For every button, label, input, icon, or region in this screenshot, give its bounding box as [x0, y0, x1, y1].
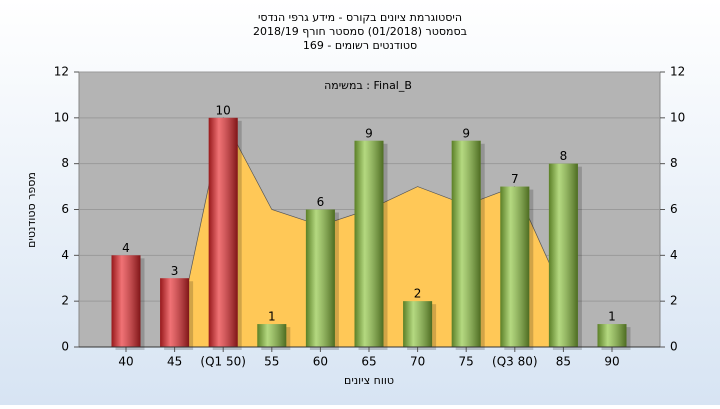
- x-tick-label: (Q3 80): [492, 355, 538, 369]
- y-tick-label: 2: [61, 294, 69, 308]
- value-label: 6: [317, 195, 325, 209]
- y2-tick-label: 10: [670, 110, 685, 124]
- bar-shine: [257, 324, 287, 347]
- y-tick-label: 8: [61, 156, 69, 170]
- y-tick-label: 6: [61, 202, 69, 216]
- y-tick-label: 10: [54, 110, 69, 124]
- x-tick-label: 60: [313, 355, 328, 369]
- value-label: 2: [414, 287, 422, 301]
- value-label: 1: [268, 310, 276, 324]
- value-label: 9: [365, 126, 373, 140]
- y2-tick-label: 12: [670, 65, 685, 79]
- x-tick-label: 65: [361, 355, 376, 369]
- bar-shine: [354, 140, 384, 347]
- y-tick-label: 12: [54, 65, 69, 79]
- chart-title: היסטוגרמת ציונים בקורס - מידע גרפי הנדסי: [258, 11, 462, 24]
- y-tick-label: 4: [61, 248, 69, 262]
- x-tick-label: 40: [118, 355, 133, 369]
- annotation: במשימה : Final_B: [324, 79, 412, 92]
- value-label: 3: [171, 264, 179, 278]
- bar-shine: [208, 117, 238, 347]
- bar-shine: [548, 163, 578, 347]
- y2-tick-label: 2: [670, 294, 678, 308]
- chart-subtitle: בסמסטר (01/2018) סמסטר חורף 2018/19: [253, 25, 467, 38]
- x-tick-label: (Q1 50): [200, 355, 246, 369]
- x-tick-label: 85: [556, 355, 571, 369]
- value-label: 7: [511, 172, 519, 186]
- y2-tick-label: 0: [670, 340, 678, 354]
- bar-shine: [111, 255, 141, 347]
- bar-shine: [403, 301, 433, 347]
- y-tick-label: 0: [61, 340, 69, 354]
- bar-shine: [500, 186, 530, 347]
- value-label: 1: [608, 310, 616, 324]
- y-axis-label: מספר סטודנטים: [25, 172, 38, 248]
- x-tick-label: 90: [604, 355, 619, 369]
- chart-subtitle: סטודנטים רשומים - 169: [303, 39, 417, 52]
- x-axis-label: טווח ציונים: [344, 374, 394, 387]
- x-tick-label: 70: [410, 355, 425, 369]
- bar-shine: [160, 278, 190, 347]
- x-tick-label: 75: [459, 355, 474, 369]
- y2-tick-label: 6: [670, 202, 678, 216]
- x-tick-label: 45: [167, 355, 182, 369]
- bar-shine: [305, 209, 335, 347]
- x-tick-label: 55: [264, 355, 279, 369]
- bar-shine: [597, 324, 627, 347]
- value-label: 10: [216, 103, 231, 117]
- y2-tick-label: 4: [670, 248, 678, 262]
- value-label: 9: [462, 126, 470, 140]
- y2-tick-label: 8: [670, 156, 678, 170]
- value-label: 4: [122, 241, 130, 255]
- value-label: 8: [560, 149, 568, 163]
- bar-shine: [451, 140, 481, 347]
